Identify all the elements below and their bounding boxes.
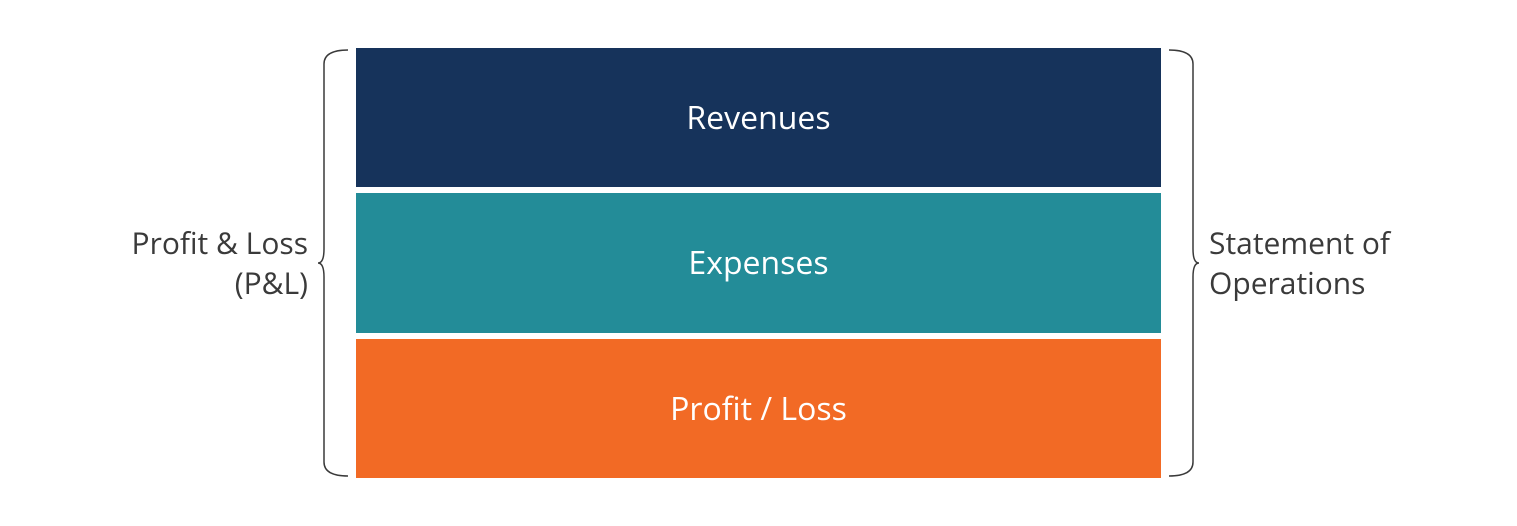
block-label: Profit / Loss (670, 387, 847, 430)
block-label: Revenues (686, 96, 830, 139)
brace-left-icon (316, 48, 356, 478)
right-label-line2: Operations (1209, 262, 1365, 303)
left-label-line2: (P&L) (235, 262, 308, 303)
brace-right-icon (1161, 48, 1201, 478)
left-label: Profit & Loss (P&L) (56, 223, 316, 304)
right-label: Statement of Operations (1201, 223, 1461, 304)
left-label-line1: Profit & Loss (132, 222, 308, 263)
block-label: Expenses (688, 241, 828, 284)
block-revenues: Revenues (356, 48, 1161, 187)
income-statement-diagram: Profit & Loss (P&L) Revenues Expenses Pr… (56, 48, 1461, 478)
block-expenses: Expenses (356, 193, 1161, 332)
blocks-container: Revenues Expenses Profit / Loss (356, 48, 1161, 478)
right-label-line1: Statement of (1209, 222, 1390, 263)
block-profit-loss: Profit / Loss (356, 339, 1161, 478)
